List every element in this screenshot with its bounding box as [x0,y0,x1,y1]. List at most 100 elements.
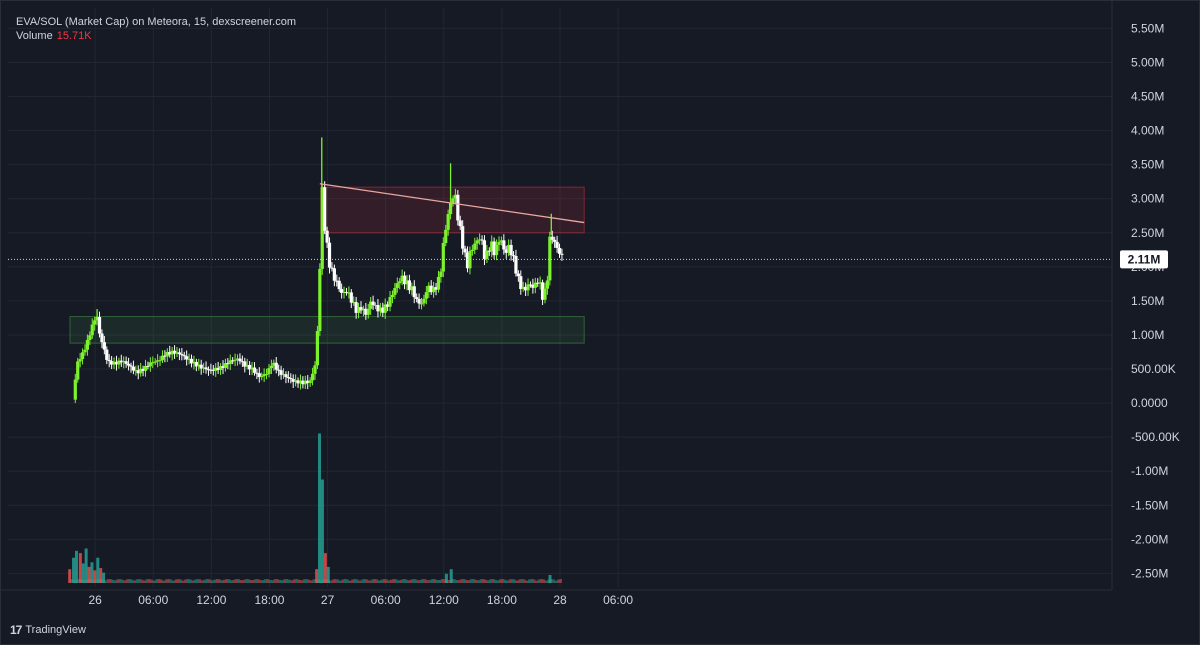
price-axis[interactable]: 5.50M5.00M4.50M4.00M3.50M3.00M2.50M2.00M… [1111,0,1180,590]
volume-bar [302,579,306,583]
trendline-layer[interactable] [319,183,585,224]
volume-bar [431,579,434,583]
volume-bar [264,579,267,583]
candle-body [356,307,361,313]
volume-bar [489,579,492,583]
candle-body [126,363,131,366]
candle-body [153,361,157,363]
volume-bar [256,579,260,583]
candle-body [422,298,426,304]
volume-bar [179,579,182,583]
candle-body [524,286,528,291]
candle-body [119,360,123,363]
volume-bar [481,579,485,583]
volume-bar [438,580,441,583]
volume-bar [300,580,303,583]
candle-body [325,230,329,243]
candle-body [543,288,547,300]
time-axis[interactable]: 26 06:00 12:00 18:00 27 06:00 12:00 18:00 28 06:0… [0,589,1112,607]
volume-bar [479,579,483,583]
candle-body [289,378,293,380]
candle-body [337,280,341,290]
volume-bar [222,579,226,583]
volume-bar [150,579,153,583]
candle-body [93,320,97,325]
candle-body [235,358,240,360]
volume-bar [380,579,383,583]
candle-body [100,333,104,343]
candle-body [226,363,230,365]
volume-bar [184,579,187,583]
volume-bar [382,578,386,583]
candle-body [175,352,179,354]
candle-body [490,241,494,252]
volume-bar [444,573,448,583]
volume-bar [358,580,362,583]
volume-bar [99,568,103,583]
volume-bar [496,580,500,583]
candle-body [148,362,152,367]
candle-body [463,248,467,253]
candle-body [129,365,133,367]
candle-body [73,379,77,400]
candle-body [97,316,102,334]
candle-body [335,280,339,282]
candle-body [453,194,458,199]
volume-bar [426,580,429,583]
y-tick-label: -2.50M [1131,566,1168,580]
volume-bar [176,578,180,583]
tradingview-logo[interactable]: 17 TradingView [10,623,86,637]
volume-bar [87,566,91,583]
volume-bar [244,579,248,583]
volume-label: Volume [16,30,53,42]
last-price-badge [1120,250,1168,269]
candle-body [393,288,397,295]
volume-bar [520,578,524,583]
volume-bar [351,579,354,583]
volume-bar [254,579,257,583]
candle-body [327,242,332,268]
volume-bar [404,579,408,583]
x-tick-label: 06:00 [138,593,168,607]
candle-body [344,291,349,293]
candle-body [110,361,114,365]
volume-bar [503,579,507,583]
candle-body [451,198,455,204]
volume-bar [353,578,357,583]
candle-body [465,252,470,269]
candle-body [407,280,412,291]
volume-bar [323,553,327,583]
volume-bar [511,578,514,583]
candle-body [252,367,257,373]
volume-bar [162,580,165,583]
candle-body [386,304,390,307]
volume-bar [414,579,417,583]
candle-body [470,249,474,252]
candle-body [182,355,186,357]
x-tick-label: 26 [88,593,102,607]
volume-bar [557,579,560,583]
volume-bar [360,579,364,583]
volume-bar [559,578,562,583]
candle-body [85,339,90,350]
candle-body [177,352,182,355]
candle-body [216,367,220,371]
candle-body [136,370,140,374]
volume-bar [457,580,461,583]
volume-bar [501,578,504,583]
volume-bar [527,579,531,583]
candle-body [540,282,545,300]
volume-bar [535,580,538,583]
candle-body [112,361,116,365]
volume-bar [268,579,272,583]
volume-bar [74,550,78,583]
candle-body [432,287,436,293]
volume-bar [201,580,204,583]
volume-bar [181,580,185,583]
volume-bar [477,580,480,583]
volume-bar [93,570,97,583]
candle-body [533,282,537,288]
candle-body [255,372,259,374]
resistance-zone [320,186,585,234]
